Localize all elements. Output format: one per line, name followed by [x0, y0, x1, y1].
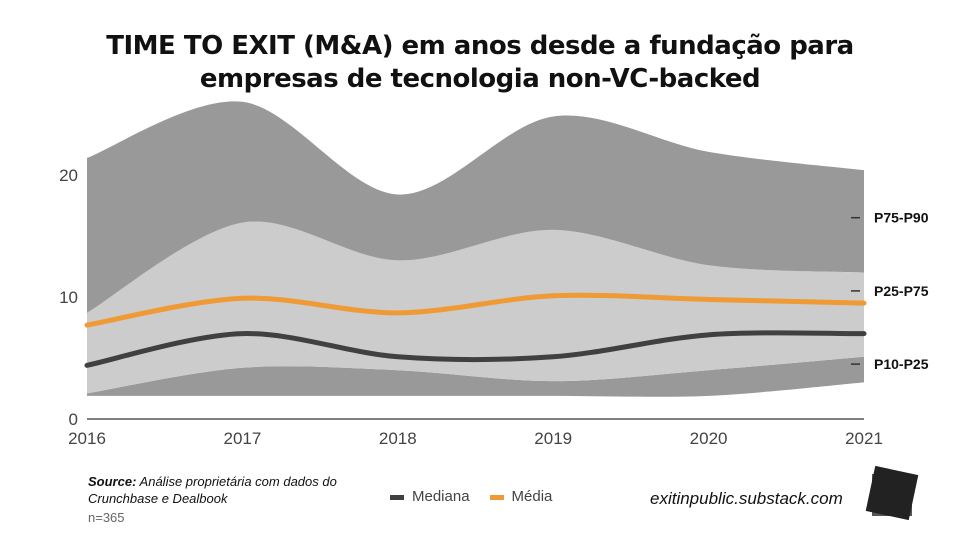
legend-item-media: Média — [489, 488, 553, 505]
x-tick-label: 2021 — [845, 429, 883, 448]
band-p75-p90 — [87, 101, 864, 313]
band-label: P10-P25 — [874, 356, 929, 372]
legend: Mediana Média — [390, 488, 552, 505]
x-tick-label: 2018 — [379, 429, 417, 448]
y-tick-label: 20 — [59, 166, 78, 185]
y-tick-label: 10 — [59, 288, 78, 307]
source-note: Source: Análise proprietária com dados d… — [88, 473, 338, 507]
logo-icon-front — [865, 465, 919, 521]
site-url: exitinpublic.substack.com — [650, 489, 843, 508]
band-p10-p25 — [87, 356, 864, 397]
line-mediana — [84, 330, 867, 368]
x-tick-label: 2017 — [223, 429, 261, 448]
title-line-1: TIME TO EXIT (M&A) em anos desde a funda… — [106, 31, 854, 61]
x-tick-label: 2019 — [534, 429, 572, 448]
title-line-2: empresas de tecnologia non-VC-backed — [199, 64, 761, 94]
legend-label: Mediana — [412, 488, 470, 505]
x-tick-label: 2016 — [68, 429, 106, 448]
legend-label: Média — [511, 488, 553, 505]
band-label: P75-P90 — [874, 210, 929, 226]
legend-swatch — [390, 494, 404, 500]
legend-swatch — [489, 494, 504, 500]
source-label: Source: — [88, 474, 137, 489]
source-text: Análise proprietária com dados do Crunch… — [88, 474, 337, 506]
y-tick-label: 0 — [69, 410, 78, 429]
line-media — [84, 292, 867, 328]
band-label: P25-P75 — [874, 283, 929, 299]
chart-title: TIME TO EXIT (M&A) em anos desde a funda… — [0, 30, 960, 96]
legend-item-mediana: Mediana — [390, 488, 470, 505]
x-tick-label: 2020 — [690, 429, 728, 448]
sample-size: n=365 — [88, 510, 125, 525]
